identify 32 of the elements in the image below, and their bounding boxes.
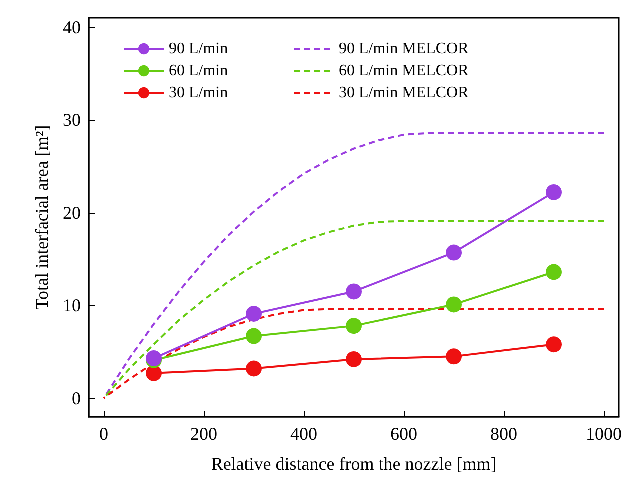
legend-label: 60 L/min: [169, 62, 228, 80]
point: [546, 184, 562, 200]
x-tick-label: 800: [490, 424, 518, 444]
point: [146, 365, 162, 382]
x-tick-label: 600: [390, 424, 418, 444]
x-tick-label: 200: [190, 424, 218, 444]
legend-label: 60 L/min MELCOR: [339, 62, 470, 80]
legend-label: 90 L/min MELCOR: [339, 40, 470, 58]
y-tick-label: 0: [72, 388, 81, 408]
y-tick-label: 30: [63, 110, 81, 130]
point: [446, 244, 462, 261]
point: [446, 348, 462, 365]
x-tick-label: 1000: [586, 424, 622, 444]
y-axis-title: Total interfacial area [m²]: [32, 125, 52, 310]
point: [246, 360, 262, 377]
x-tick-label: 0: [100, 424, 108, 444]
point: [546, 336, 562, 353]
point: [546, 264, 562, 280]
legend-label: 90 L/min: [169, 40, 228, 58]
point: [346, 284, 362, 300]
point: [246, 328, 262, 344]
y-tick-label: 10: [63, 296, 81, 316]
legend-label: 30 L/min: [169, 84, 228, 102]
point: [346, 318, 362, 334]
legend-label: 30 L/min MELCOR: [339, 84, 470, 102]
x-tick-label: 400: [290, 424, 318, 444]
x-axis-title: Relative distance from the nozzle [mm]: [211, 454, 497, 474]
point: [346, 351, 362, 368]
y-tick-label: 40: [63, 17, 81, 38]
y-tick-label: 20: [63, 202, 81, 223]
point: [246, 306, 262, 322]
point: [446, 296, 462, 313]
